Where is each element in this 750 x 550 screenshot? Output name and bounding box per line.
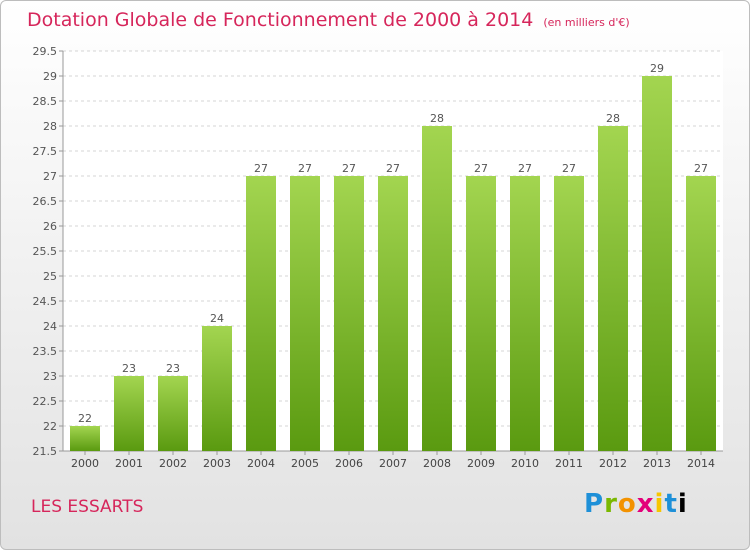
x-tick-label: 2007 [379, 457, 407, 470]
bar-value-label: 27 [474, 162, 488, 175]
x-tick-label: 2005 [291, 457, 319, 470]
proxiti-logo: Proxiti [584, 489, 688, 519]
bar [686, 176, 716, 451]
bar [598, 126, 628, 451]
x-tick-label: 2001 [115, 457, 143, 470]
x-tick-label: 2011 [555, 457, 583, 470]
bar [466, 176, 496, 451]
y-tick-label: 25.5 [33, 245, 58, 258]
bar-value-label: 27 [562, 162, 576, 175]
y-tick-label: 23.5 [33, 345, 58, 358]
x-tick-label: 2004 [247, 457, 275, 470]
y-tick-label: 27.5 [33, 145, 58, 158]
bar-value-label: 23 [166, 362, 180, 375]
x-tick-label: 2014 [687, 457, 715, 470]
bar-value-label: 27 [694, 162, 708, 175]
y-tick-label: 26 [43, 220, 57, 233]
logo-letter: o [617, 489, 637, 519]
x-tick-label: 2013 [643, 457, 671, 470]
y-tick-label: 22 [43, 420, 57, 433]
y-tick-label: 28.5 [33, 95, 58, 108]
bar [422, 126, 452, 451]
bar-value-label: 23 [122, 362, 136, 375]
bar [510, 176, 540, 451]
bar [158, 376, 188, 451]
y-tick-label: 23 [43, 370, 57, 383]
logo-letter: i [677, 489, 688, 519]
y-tick-label: 28 [43, 120, 57, 133]
y-tick-label: 26.5 [33, 195, 58, 208]
bar-value-label: 27 [298, 162, 312, 175]
bar [334, 176, 364, 451]
y-tick-label: 24 [43, 320, 57, 333]
chart-title-text: Dotation Globale de Fonctionnement de 20… [27, 9, 534, 31]
x-tick-label: 2009 [467, 457, 495, 470]
bar [290, 176, 320, 451]
x-tick-label: 2008 [423, 457, 451, 470]
bar [246, 176, 276, 451]
bar-value-label: 27 [342, 162, 356, 175]
y-tick-label: 29.5 [33, 45, 58, 58]
bar-value-label: 28 [606, 112, 620, 125]
bar-value-label: 29 [650, 62, 664, 75]
x-tick-label: 2003 [203, 457, 231, 470]
bar-value-label: 27 [386, 162, 400, 175]
logo-letter: t [664, 489, 678, 519]
x-tick-label: 2006 [335, 457, 363, 470]
bar [554, 176, 584, 451]
x-tick-label: 2000 [71, 457, 99, 470]
bar [642, 76, 672, 451]
commune-name: LES ESSARTS [31, 497, 144, 517]
bar [70, 426, 100, 451]
bar-value-label: 27 [518, 162, 532, 175]
bar-value-label: 22 [78, 412, 92, 425]
chart-title: Dotation Globale de Fonctionnement de 20… [27, 9, 630, 31]
y-tick-label: 29 [43, 70, 57, 83]
y-tick-label: 27 [43, 170, 57, 183]
bar [114, 376, 144, 451]
x-tick-label: 2010 [511, 457, 539, 470]
logo-letter: r [604, 489, 618, 519]
unit-label: (en milliers d'€) [543, 16, 630, 29]
bar-value-label: 27 [254, 162, 268, 175]
logo-letter: P [584, 489, 605, 519]
bar-value-label: 24 [210, 312, 224, 325]
logo-letter: i [654, 489, 665, 519]
y-tick-label: 22.5 [33, 395, 58, 408]
x-tick-label: 2002 [159, 457, 187, 470]
bar [202, 326, 232, 451]
bar [378, 176, 408, 451]
y-tick-label: 25 [43, 270, 57, 283]
x-tick-label: 2012 [599, 457, 627, 470]
bar-value-label: 28 [430, 112, 444, 125]
y-tick-label: 24.5 [33, 295, 58, 308]
logo-letter: x [636, 489, 655, 519]
y-tick-label: 21.5 [33, 445, 58, 458]
